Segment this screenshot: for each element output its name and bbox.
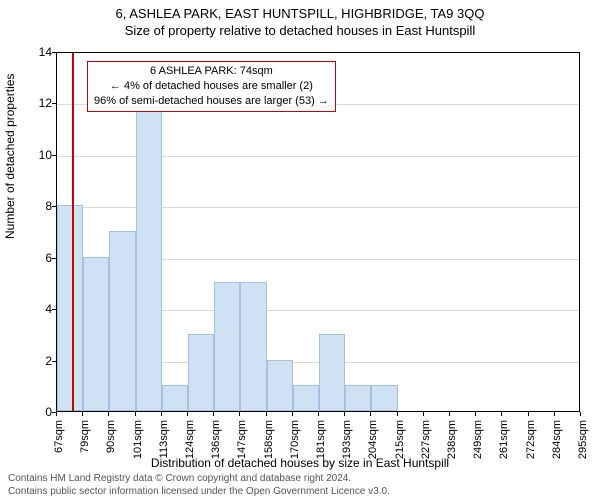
x-tick-label: 238sqm xyxy=(446,420,458,459)
x-tick-label: 147sqm xyxy=(236,420,248,459)
histogram-bar xyxy=(57,205,83,411)
x-tick-label: 284sqm xyxy=(551,420,563,459)
x-tick-label: 261sqm xyxy=(498,420,510,459)
x-tick-label: 295sqm xyxy=(577,420,589,459)
x-tick-label: 90sqm xyxy=(105,420,117,453)
y-tick-label: 10 xyxy=(22,148,52,162)
histogram-bar xyxy=(371,385,397,411)
reference-line xyxy=(72,53,74,411)
x-tick-mark xyxy=(344,412,345,416)
x-tick-mark xyxy=(423,412,424,416)
y-tick-label: 14 xyxy=(22,45,52,59)
x-tick-mark xyxy=(397,412,398,416)
chart-title-line1: 6, ASHLEA PARK, EAST HUNTSPILL, HIGHBRID… xyxy=(0,6,600,21)
x-tick-label: 136sqm xyxy=(210,420,222,459)
x-tick-mark xyxy=(554,412,555,416)
callout-line1: 6 ASHLEA PARK: 74sqm xyxy=(94,64,329,79)
y-axis-label: Number of detached properties xyxy=(3,74,17,239)
y-tick-mark xyxy=(52,258,56,259)
callout-line3: 96% of semi-detached houses are larger (… xyxy=(94,94,329,109)
x-tick-mark xyxy=(449,412,450,416)
histogram-bar xyxy=(214,282,240,411)
x-tick-label: 181sqm xyxy=(315,420,327,459)
x-tick-mark xyxy=(82,412,83,416)
x-tick-label: 249sqm xyxy=(472,420,484,459)
chart-footer: Contains HM Land Registry data © Crown c… xyxy=(8,473,390,498)
y-tick-mark xyxy=(52,206,56,207)
histogram-bar xyxy=(319,334,345,411)
x-tick-label: 67sqm xyxy=(53,420,65,453)
histogram-bar xyxy=(240,282,266,411)
histogram-bar xyxy=(162,385,188,411)
y-tick-label: 6 xyxy=(22,251,52,265)
x-tick-label: 170sqm xyxy=(289,420,301,459)
y-tick-mark xyxy=(52,361,56,362)
x-tick-mark xyxy=(161,412,162,416)
histogram-bar xyxy=(136,77,162,411)
y-tick-label: 4 xyxy=(22,302,52,316)
x-tick-label: 158sqm xyxy=(263,420,275,459)
chart-title-block: 6, ASHLEA PARK, EAST HUNTSPILL, HIGHBRID… xyxy=(0,0,600,38)
footer-line2: Contains public sector information licen… xyxy=(8,486,390,499)
x-tick-label: 204sqm xyxy=(367,420,379,459)
callout-line2: ← 4% of detached houses are smaller (2) xyxy=(94,79,329,94)
x-tick-mark xyxy=(56,412,57,416)
x-tick-mark xyxy=(475,412,476,416)
x-tick-mark xyxy=(135,412,136,416)
y-tick-mark xyxy=(52,309,56,310)
callout-box: 6 ASHLEA PARK: 74sqm← 4% of detached hou… xyxy=(87,61,336,112)
x-tick-label: 124sqm xyxy=(184,420,196,459)
histogram-bar xyxy=(293,385,319,411)
histogram-bar xyxy=(188,334,214,411)
x-tick-mark xyxy=(239,412,240,416)
x-tick-mark xyxy=(501,412,502,416)
y-tick-mark xyxy=(52,52,56,53)
x-tick-mark xyxy=(213,412,214,416)
x-tick-mark xyxy=(187,412,188,416)
x-tick-mark xyxy=(580,412,581,416)
y-tick-label: 0 xyxy=(22,405,52,419)
y-tick-mark xyxy=(52,103,56,104)
y-tick-mark xyxy=(52,155,56,156)
x-tick-mark xyxy=(292,412,293,416)
y-tick-label: 8 xyxy=(22,199,52,213)
x-tick-label: 113sqm xyxy=(158,420,170,458)
x-tick-mark xyxy=(266,412,267,416)
x-tick-label: 227sqm xyxy=(420,420,432,459)
y-tick-label: 12 xyxy=(22,96,52,110)
x-tick-label: 272sqm xyxy=(525,420,537,459)
histogram-bar xyxy=(345,385,371,411)
chart-plot-area: 6 ASHLEA PARK: 74sqm← 4% of detached hou… xyxy=(56,52,580,412)
x-tick-mark xyxy=(370,412,371,416)
x-tick-label: 101sqm xyxy=(132,420,144,459)
histogram-bar xyxy=(267,360,293,411)
y-tick-label: 2 xyxy=(22,354,52,368)
x-tick-label: 215sqm xyxy=(394,420,406,459)
x-tick-mark xyxy=(108,412,109,416)
chart-title-line2: Size of property relative to detached ho… xyxy=(0,23,600,38)
x-tick-label: 193sqm xyxy=(341,420,353,459)
x-tick-mark xyxy=(318,412,319,416)
footer-line1: Contains HM Land Registry data © Crown c… xyxy=(8,473,390,486)
histogram-bar xyxy=(109,231,135,411)
histogram-bar xyxy=(83,257,109,411)
x-tick-mark xyxy=(528,412,529,416)
x-tick-label: 79sqm xyxy=(79,420,91,453)
